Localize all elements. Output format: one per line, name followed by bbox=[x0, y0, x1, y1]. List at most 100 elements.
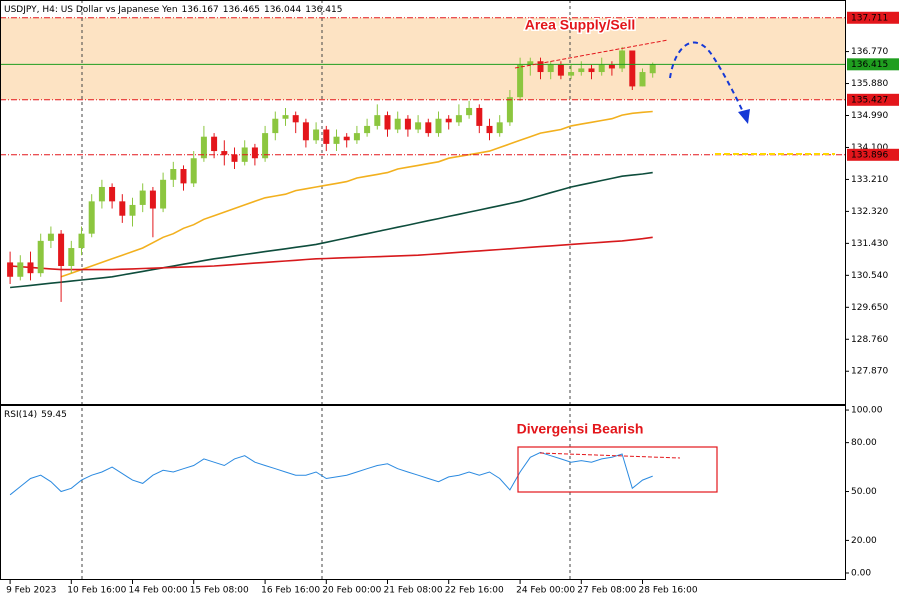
y-tick-label: 100.00 bbox=[851, 406, 883, 416]
y-tick-label: 50.00 bbox=[851, 487, 877, 497]
x-tick-label: 21 Feb 08:00 bbox=[384, 586, 443, 596]
moving-average bbox=[10, 171, 653, 289]
candle-body bbox=[313, 129, 320, 141]
level-label: 133.896 bbox=[851, 150, 888, 160]
candle-body bbox=[109, 186, 116, 202]
x-tick-label: 14 Feb 00:00 bbox=[129, 586, 188, 596]
candle-body bbox=[384, 115, 391, 130]
x-tick-label: 28 Feb 16:00 bbox=[639, 586, 698, 596]
candle-body bbox=[88, 201, 95, 234]
candle-body bbox=[445, 118, 452, 123]
y-tick-label: 0.00 bbox=[851, 568, 871, 578]
candle-body bbox=[364, 125, 371, 134]
candle-body bbox=[547, 64, 554, 73]
candle-body bbox=[639, 72, 646, 87]
price-panel-border bbox=[0, 0, 846, 405]
candle-body bbox=[496, 122, 503, 134]
candle-body bbox=[537, 61, 544, 73]
candle-body bbox=[568, 72, 575, 76]
candle-body bbox=[262, 133, 269, 159]
candle-body bbox=[415, 122, 422, 130]
x-tick-label: 22 Feb 16:00 bbox=[445, 586, 504, 596]
candle-body bbox=[251, 147, 258, 159]
candle-body bbox=[619, 50, 626, 69]
last-high: 136.465 bbox=[223, 5, 260, 15]
candle-body bbox=[353, 133, 360, 141]
candle-body bbox=[506, 97, 513, 123]
x-tick-label: 20 Feb 00:00 bbox=[322, 586, 381, 596]
candle-body bbox=[455, 115, 462, 123]
candle-body bbox=[302, 122, 309, 141]
y-tick-label: 20.00 bbox=[851, 536, 877, 546]
candle-body bbox=[588, 68, 595, 73]
x-tick-label: 16 Feb 16:00 bbox=[261, 586, 320, 596]
rsi-line bbox=[9, 451, 653, 496]
candle-body bbox=[170, 169, 177, 180]
y-tick-label: 131.430 bbox=[851, 239, 888, 249]
candle-body bbox=[17, 262, 24, 277]
candle-body bbox=[149, 190, 156, 209]
rsi-panel-border bbox=[0, 405, 846, 580]
candle-body bbox=[517, 64, 524, 98]
trend-line bbox=[514, 39, 669, 69]
y-tick-label: 133.210 bbox=[851, 175, 888, 185]
header: USDJPY, H4: US Dollar vs Japanese Yen 136… bbox=[4, 5, 342, 15]
price-label-bg bbox=[847, 58, 899, 71]
annotation: Area Supply/Sell bbox=[525, 17, 635, 33]
x-tick-label: 10 Feb 16:00 bbox=[67, 586, 126, 596]
level-label-bg bbox=[847, 11, 899, 24]
candle-body bbox=[180, 169, 187, 184]
candle-body bbox=[200, 136, 207, 159]
y-tick-label: 130.540 bbox=[851, 271, 888, 281]
candle-body bbox=[272, 118, 279, 134]
candle-body bbox=[211, 136, 218, 152]
candle-body bbox=[557, 64, 564, 76]
rsi-title: RSI(14) bbox=[4, 410, 37, 420]
candle-body bbox=[282, 115, 289, 119]
candle-body bbox=[404, 118, 411, 130]
candle-body bbox=[129, 204, 136, 216]
level-label: 135.427 bbox=[851, 95, 888, 105]
y-tick-label: 80.00 bbox=[851, 438, 877, 448]
plot-layer: 136.770 135.880 134.990 134.100 133.210 132.3… bbox=[0, 11, 899, 596]
candle-body bbox=[466, 107, 473, 116]
candle-body bbox=[578, 68, 585, 73]
y-tick-label: 127.870 bbox=[851, 367, 888, 377]
y-tick-label: 134.100 bbox=[851, 143, 888, 153]
candle-body bbox=[425, 122, 432, 134]
candle-body bbox=[343, 136, 350, 141]
candle-body bbox=[333, 136, 340, 144]
y-tick-label: 134.990 bbox=[851, 111, 888, 121]
zone-layer bbox=[1, 17, 845, 100]
last-low: 136.044 bbox=[264, 5, 301, 15]
candle-body bbox=[598, 64, 605, 73]
supply-zone bbox=[1, 17, 845, 100]
moving-average bbox=[60, 110, 653, 278]
candle-body bbox=[629, 50, 636, 87]
candle-body bbox=[221, 151, 228, 155]
candle-body bbox=[37, 240, 44, 274]
candle-body bbox=[139, 190, 146, 205]
candle-body bbox=[394, 118, 401, 130]
candle-body bbox=[190, 158, 197, 184]
annotation: Divergensi Bearish bbox=[517, 421, 644, 437]
candle-body bbox=[527, 61, 534, 65]
candle-body bbox=[7, 262, 14, 277]
y-tick-label: 136.770 bbox=[851, 47, 888, 57]
candle-body bbox=[78, 233, 85, 249]
candle-body bbox=[608, 64, 615, 69]
candle-body bbox=[435, 118, 442, 134]
moving-average bbox=[10, 236, 653, 271]
symbol-title: USDJPY, H4: US Dollar vs Japanese Yen bbox=[4, 5, 178, 15]
y-tick-label: 132.320 bbox=[851, 207, 888, 217]
x-tick-label: 24 Feb 00:00 bbox=[516, 586, 575, 596]
candle-body bbox=[292, 115, 299, 123]
level-label-bg bbox=[847, 148, 899, 161]
candle-body bbox=[47, 233, 54, 241]
candle-body bbox=[323, 129, 330, 144]
y-tick-label: 129.650 bbox=[851, 303, 888, 313]
candle-body bbox=[486, 125, 493, 134]
arrow-head bbox=[738, 109, 750, 124]
last-open: 136.167 bbox=[182, 5, 219, 15]
